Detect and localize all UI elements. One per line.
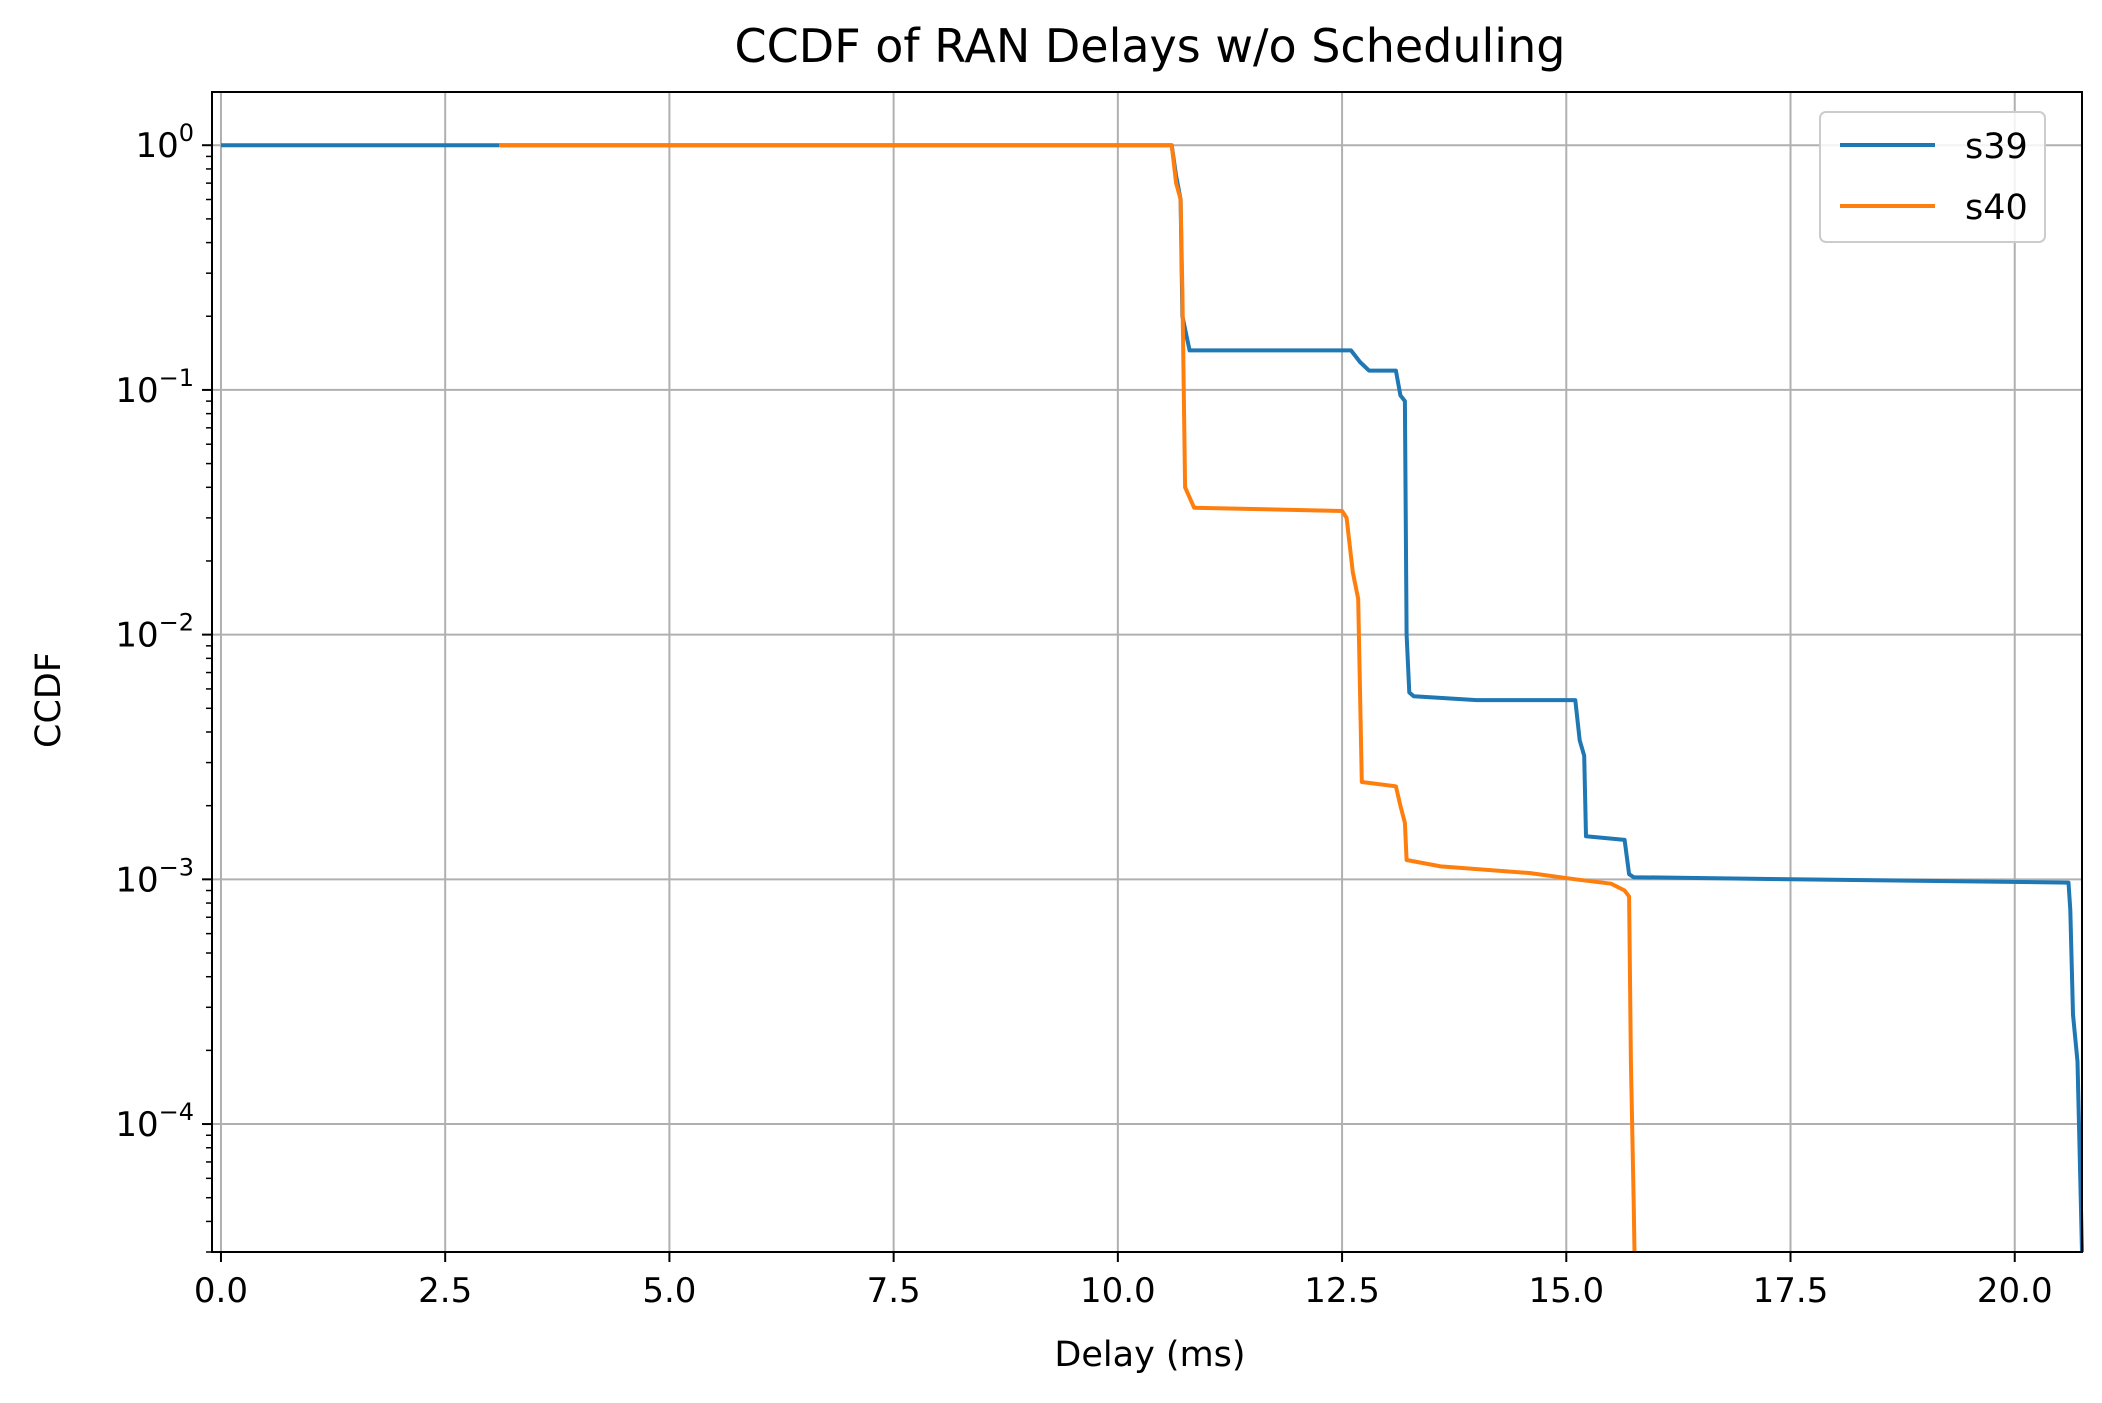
series-line-s39	[221, 143, 2084, 1253]
x-tick-label: 17.5	[1753, 1271, 1829, 1311]
y-tick-label: 10−3	[115, 853, 194, 900]
legend-label-s40: s40	[1965, 188, 2028, 228]
x-tick-label: 20.0	[1977, 1271, 2053, 1311]
x-tick-label: 2.5	[418, 1271, 472, 1311]
y-gridlines	[212, 144, 2082, 1126]
series-line-s40	[499, 143, 1637, 1253]
y-axis-label: CCDF	[29, 652, 69, 748]
x-tick-label: 12.5	[1304, 1271, 1380, 1311]
y-tick-label: 10−2	[115, 609, 194, 656]
x-axis-label: Delay (ms)	[1054, 1335, 1245, 1375]
y-tick-label: 100	[135, 119, 194, 166]
x-tick-label: 15.0	[1528, 1271, 1604, 1311]
y-tick-label: 10−4	[115, 1098, 194, 1145]
legend-label-s39: s39	[1965, 127, 2028, 167]
x-tick-label: 7.5	[867, 1271, 921, 1311]
series-lines	[221, 143, 2084, 1253]
x-tick-label: 10.0	[1080, 1271, 1156, 1311]
legend: s39 s40	[1819, 111, 2046, 243]
x-tick-label: 5.0	[642, 1271, 696, 1311]
y-ticks: 100 10−1 10−2 10−3 10−4	[115, 119, 212, 1145]
x-gridlines	[219, 92, 2016, 1252]
x-ticks: 0.0 2.5 5.0 7.5 10.0 12.5 15.0 17.5 20.0	[194, 1252, 2053, 1311]
x-tick-label: 0.0	[194, 1271, 248, 1311]
plot-frame	[211, 91, 2083, 1253]
chart-title: CCDF of RAN Delays w/o Scheduling	[735, 19, 1566, 73]
y-tick-label: 10−1	[115, 364, 194, 411]
